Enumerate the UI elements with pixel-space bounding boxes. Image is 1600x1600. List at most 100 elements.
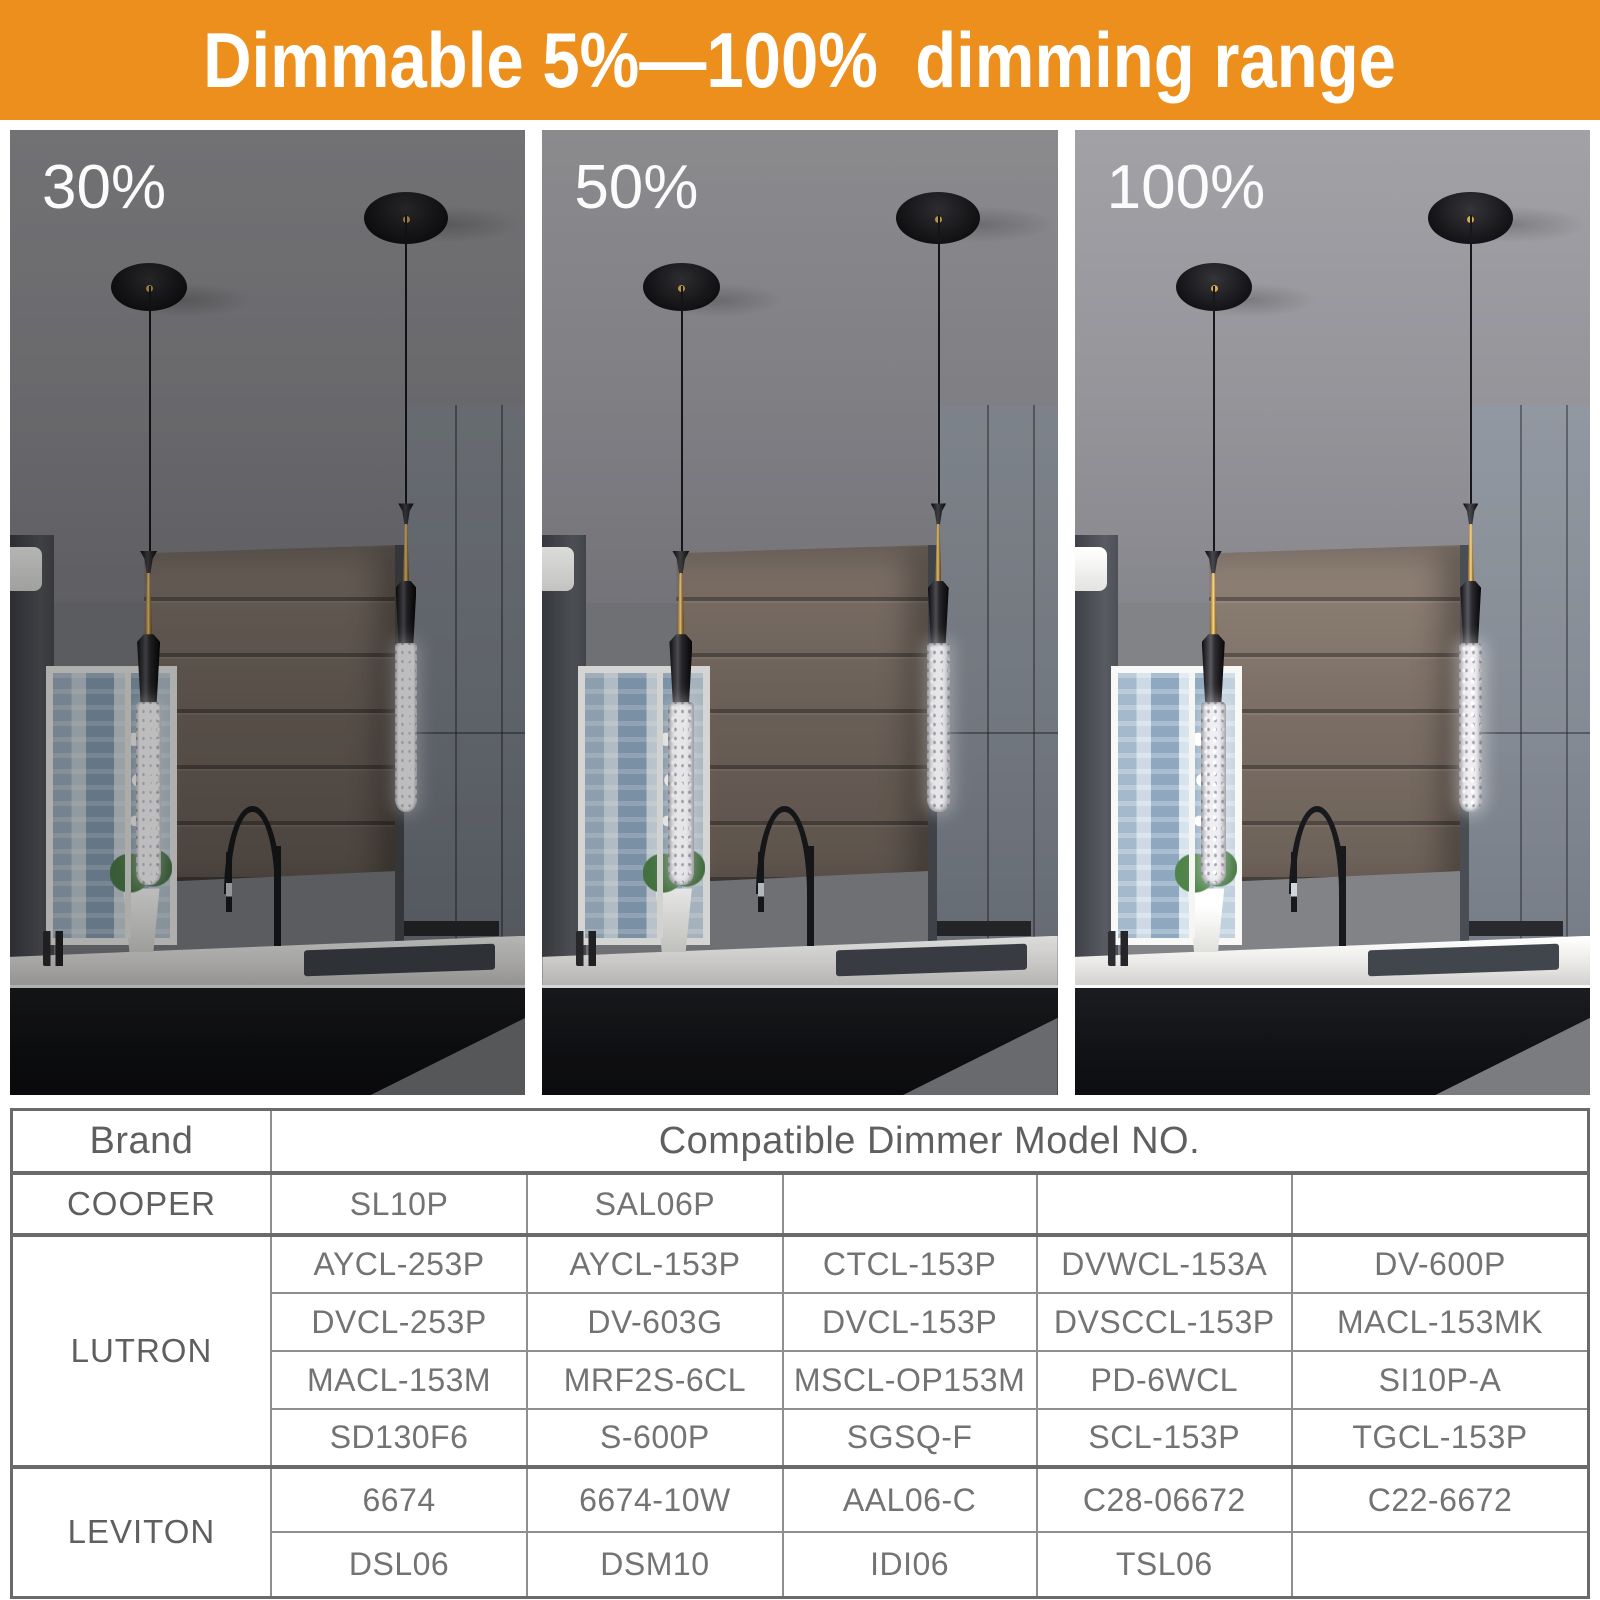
roman-blind: [676, 544, 932, 883]
faucet-spray-head: [225, 851, 232, 912]
table-row: COOPER SL10P SAL06P: [10, 1171, 1590, 1236]
banner-title: Dimmable 5%—100% dimming range: [203, 15, 1397, 104]
cabinets: [1468, 405, 1590, 989]
table-row: DSL06 DSM10 IDI06 TSL06: [12, 1531, 1590, 1598]
dimmer-model-cell: 6674-10W: [526, 1465, 784, 1533]
dimmer-model-cell: [781, 1171, 1038, 1236]
dimming-comparison-photos: 30%: [0, 120, 1600, 1108]
pendant-lamp: [135, 550, 162, 885]
table-row: MACL-153M MRF2S-6CL MSCL-OP153M PD-6WCL SI10…: [12, 1350, 1590, 1410]
cabinet-seam: [455, 405, 458, 989]
lamp-body: [137, 634, 161, 704]
lamp-body: [1201, 634, 1225, 704]
dimmer-model-cell: DV-600P: [1290, 1233, 1590, 1294]
lamp-gold-neck: [1209, 572, 1217, 636]
faucet-spray-head: [758, 851, 765, 912]
condiment-bottles: [43, 930, 72, 966]
ac-unit: [542, 546, 575, 592]
pendant-lamp: [1459, 503, 1483, 813]
cabinet-seam: [404, 731, 526, 734]
dimmer-model-cell: SI10P-A: [1290, 1350, 1590, 1410]
dim-level-label: 100%: [1106, 153, 1266, 222]
cabinet-seam: [1468, 731, 1590, 734]
lamp-gold-neck: [145, 572, 153, 636]
banner: Dimmable 5%—100% dimming range: [0, 0, 1600, 120]
faucet-riser: [274, 846, 282, 947]
photo-panel: 100%: [1074, 130, 1590, 1095]
cabinet-groove: [1468, 921, 1564, 937]
lamp-cap: [930, 503, 947, 526]
cabinet-seam: [987, 405, 990, 989]
dim-level-label: 30%: [42, 153, 167, 222]
cabinet-groove: [404, 921, 499, 937]
lamp-cap: [672, 550, 690, 575]
ac-unit: [1074, 546, 1107, 592]
dimmer-model-cell: DSM10: [526, 1531, 784, 1598]
cabinet-seam: [501, 405, 504, 989]
dimmer-compatibility-table: Brand Compatible Dimmer Model NO. COOPER…: [10, 1108, 1590, 1599]
table-row: LEVITON 6674 6674-10W AAL06-C C28-06672 C22-6…: [10, 1465, 1590, 1598]
lamp-gold-neck: [402, 523, 410, 582]
crystal-shade: [1200, 701, 1226, 885]
cabinet-seam: [936, 731, 1058, 734]
table-header-row: Brand Compatible Dimmer Model NO.: [10, 1108, 1590, 1175]
lamp-cap: [1204, 550, 1222, 575]
cabinet-seam: [1565, 405, 1568, 989]
cabinets: [404, 405, 526, 989]
lamp-gold-neck: [677, 572, 685, 636]
dimmer-model-cell: [1290, 1171, 1590, 1236]
dimmer-model-cell: SAL06P: [526, 1171, 784, 1236]
kitchen-photo: [10, 130, 526, 1095]
dim-level-label: 50%: [574, 153, 699, 222]
lamp-wire: [1213, 286, 1216, 553]
dimmer-model-cell: DVCL-153P: [781, 1292, 1038, 1352]
dimmer-model-cell: SL10P: [269, 1171, 529, 1236]
roman-blind: [143, 544, 400, 883]
dimmer-model-cell: [1035, 1171, 1293, 1236]
dimmer-model-cell: SGSQ-F: [781, 1408, 1038, 1468]
dimmer-model-cell: DVWCL-153A: [1035, 1233, 1293, 1294]
faucet-riser: [1339, 846, 1347, 947]
crystal-shade: [136, 701, 162, 885]
cabinets: [936, 405, 1058, 989]
pendant-lamp: [668, 550, 695, 885]
ac-unit: [10, 546, 42, 592]
window-mullion: [1189, 672, 1196, 939]
lamp-wire: [405, 214, 408, 506]
lamp-body: [395, 580, 417, 645]
table-row: DVCL-253P DV-603G DVCL-153P DVSCCL-153P MACL…: [12, 1292, 1590, 1352]
lamp-body: [1460, 580, 1482, 645]
dimmer-model-cell: MACL-153MK: [1290, 1292, 1590, 1352]
roman-blind: [1208, 544, 1464, 883]
table-row: LUTRON AYCL-253P AYCL-153P CTCL-153P DVWCL-1…: [10, 1233, 1590, 1468]
brand-column-header: Brand: [10, 1108, 272, 1175]
dimmer-model-cell: AYCL-153P: [526, 1233, 784, 1294]
pendant-lamp: [926, 503, 950, 813]
crystal-shade: [1459, 643, 1483, 813]
models-column-header: Compatible Dimmer Model NO.: [269, 1108, 1590, 1175]
faucet-riser: [806, 846, 814, 947]
lamp-body: [669, 634, 693, 704]
dimmer-model-cell: DSL06: [269, 1531, 529, 1598]
brand-cell: COOPER: [10, 1171, 272, 1236]
dimmer-model-cell: AAL06-C: [781, 1465, 1038, 1533]
lamp-gold-neck: [1467, 523, 1474, 582]
crystal-shade: [926, 643, 950, 813]
dimmer-model-cell: TGCL-153P: [1290, 1408, 1590, 1468]
dimmer-model-cell: MACL-153M: [269, 1350, 529, 1410]
lamp-cap: [140, 550, 158, 575]
dimmer-model-cell: C28-06672: [1035, 1465, 1293, 1533]
dimmer-model-cell: PD-6WCL: [1035, 1350, 1293, 1410]
dimmer-model-cell: DVSCCL-153P: [1035, 1292, 1293, 1352]
lamp-wire: [1469, 214, 1472, 506]
kitchen-photo: [1074, 130, 1590, 1095]
dimmer-model-cell: [1290, 1531, 1590, 1598]
dimmer-model-cell: DV-603G: [526, 1292, 784, 1352]
lamp-body: [927, 580, 949, 645]
pendant-lamp: [394, 503, 418, 813]
dimmer-model-cell: C22-6672: [1290, 1465, 1590, 1533]
cabinet-seam: [1519, 405, 1522, 989]
dimmer-model-cell: S-600P: [526, 1408, 784, 1468]
faucet-spray-head: [1290, 851, 1297, 912]
